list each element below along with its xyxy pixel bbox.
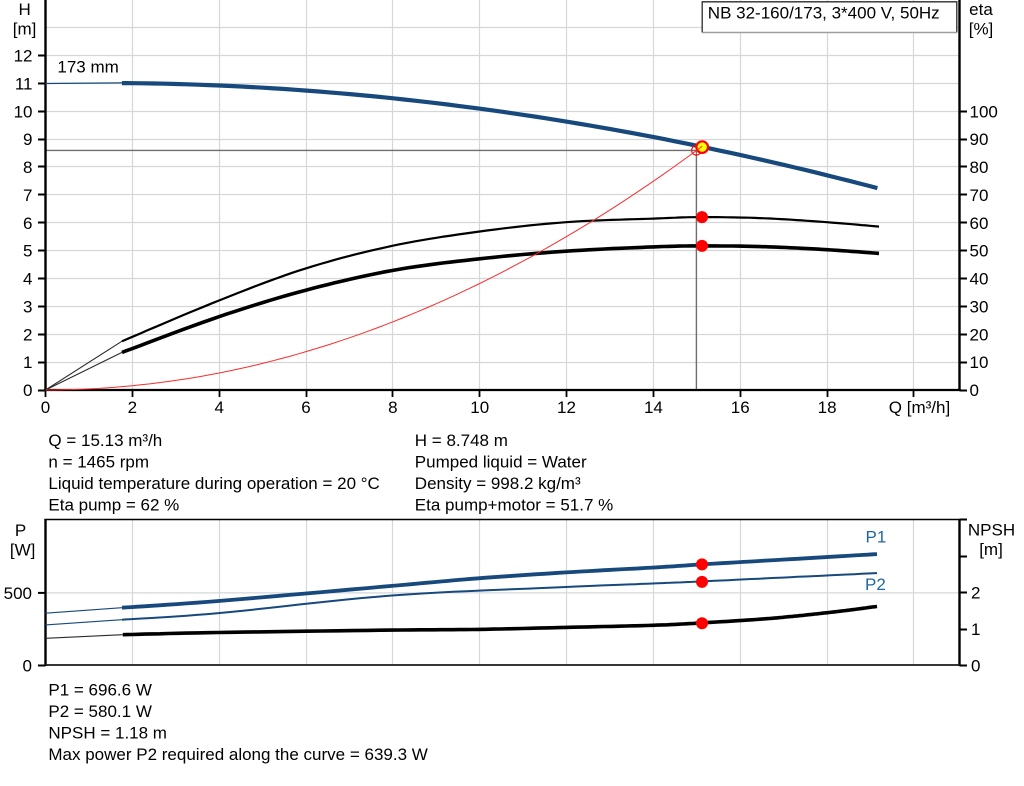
- svg-text:[W]: [W]: [10, 541, 36, 560]
- svg-text:10: 10: [14, 102, 33, 121]
- svg-text:eta: eta: [969, 0, 993, 19]
- svg-text:4: 4: [214, 398, 223, 417]
- svg-text:0: 0: [971, 657, 980, 676]
- svg-text:5: 5: [23, 242, 32, 261]
- svg-text:P1 = 696.6 W: P1 = 696.6 W: [48, 680, 151, 699]
- svg-text:NPSH = 1.18 m: NPSH = 1.18 m: [48, 723, 167, 742]
- svg-text:7: 7: [23, 186, 32, 205]
- svg-text:2: 2: [971, 584, 980, 603]
- svg-text:n = 1465 rpm: n = 1465 rpm: [48, 452, 149, 471]
- svg-text:Eta pump = 62 %: Eta pump = 62 %: [48, 495, 179, 514]
- svg-text:60: 60: [970, 214, 989, 233]
- svg-text:14: 14: [644, 398, 663, 417]
- svg-text:0: 0: [970, 381, 979, 400]
- svg-text:12: 12: [557, 398, 576, 417]
- svg-text:11: 11: [15, 74, 33, 93]
- svg-text:500: 500: [4, 584, 32, 603]
- svg-text:1: 1: [971, 620, 980, 639]
- svg-text:8: 8: [388, 398, 397, 417]
- svg-text:100: 100: [970, 102, 998, 121]
- svg-text:173 mm: 173 mm: [57, 58, 118, 77]
- svg-text:9: 9: [23, 130, 32, 149]
- svg-text:30: 30: [970, 298, 989, 317]
- svg-text:70: 70: [970, 186, 989, 205]
- svg-text:P2 = 580.1 W: P2 = 580.1 W: [48, 702, 151, 721]
- svg-text:2: 2: [23, 325, 32, 344]
- svg-text:H = 8.748 m: H = 8.748 m: [415, 431, 508, 450]
- svg-text:Pumped liquid = Water: Pumped liquid = Water: [415, 452, 587, 471]
- svg-text:18: 18: [818, 398, 837, 417]
- svg-text:2: 2: [128, 398, 137, 417]
- svg-text:[%]: [%]: [969, 20, 994, 39]
- svg-text:20: 20: [970, 325, 989, 344]
- svg-text:NB 32-160/173, 3*400 V, 50Hz: NB 32-160/173, 3*400 V, 50Hz: [708, 4, 940, 23]
- svg-text:10: 10: [470, 398, 489, 417]
- svg-text:NPSH: NPSH: [968, 521, 1015, 540]
- svg-text:Q = 15.13 m³/h: Q = 15.13 m³/h: [48, 431, 162, 450]
- svg-text:Max power P2 required along th: Max power P2 required along the curve = …: [48, 745, 427, 764]
- svg-text:3: 3: [23, 298, 32, 317]
- svg-text:12: 12: [14, 47, 33, 66]
- svg-text:0: 0: [23, 381, 32, 400]
- svg-text:Eta pump+motor = 51.7 %: Eta pump+motor = 51.7 %: [415, 495, 613, 514]
- svg-text:1: 1: [23, 353, 32, 372]
- svg-text:P: P: [15, 521, 26, 540]
- svg-text:Liquid temperature during oper: Liquid temperature during operation = 20…: [48, 474, 379, 493]
- svg-text:[m]: [m]: [13, 20, 37, 39]
- svg-text:H: H: [18, 0, 30, 19]
- svg-text:0: 0: [41, 398, 50, 417]
- svg-text:80: 80: [970, 158, 989, 177]
- svg-text:6: 6: [301, 398, 310, 417]
- svg-text:90: 90: [970, 130, 989, 149]
- svg-text:50: 50: [970, 242, 989, 261]
- svg-text:Q [m³/h]: Q [m³/h]: [889, 398, 950, 417]
- svg-text:P1: P1: [866, 528, 887, 547]
- svg-text:0: 0: [23, 657, 32, 676]
- svg-text:10: 10: [970, 353, 989, 372]
- svg-text:Density = 998.2 kg/m³: Density = 998.2 kg/m³: [415, 474, 581, 493]
- svg-text:4: 4: [23, 270, 32, 289]
- svg-text:6: 6: [23, 214, 32, 233]
- svg-text:16: 16: [731, 398, 750, 417]
- svg-text:P2: P2: [865, 575, 886, 594]
- svg-text:40: 40: [970, 270, 989, 289]
- svg-text:8: 8: [23, 158, 32, 177]
- svg-text:[m]: [m]: [979, 540, 1003, 559]
